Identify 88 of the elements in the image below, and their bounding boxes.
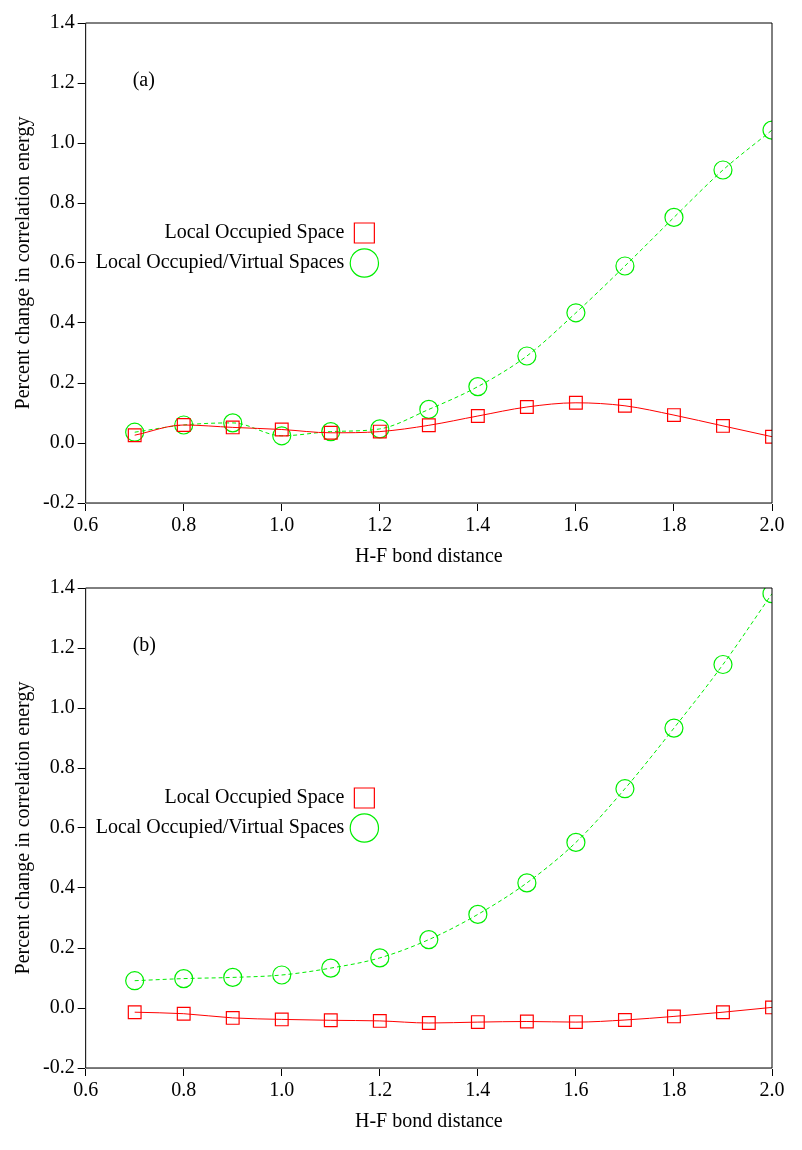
x-tick-label: 2.0 [759, 1078, 785, 1101]
point [666, 408, 681, 423]
point [370, 419, 390, 439]
y-tick-label: 0.2 [49, 370, 75, 393]
y-tick-label: 0.8 [49, 755, 75, 778]
point [419, 399, 439, 419]
y-tick-label: 1.0 [49, 130, 75, 153]
x-tick-label: 1.8 [661, 1078, 687, 1101]
point [666, 1009, 681, 1024]
point [519, 1014, 534, 1029]
point [321, 958, 341, 978]
point [664, 207, 684, 227]
point [272, 426, 292, 446]
point [127, 1005, 142, 1020]
x-tick-label: 1.0 [269, 513, 295, 536]
point [664, 718, 684, 738]
y-tick-label: 1.0 [49, 695, 75, 718]
point [713, 160, 733, 180]
x-tick-label: 0.8 [171, 1078, 197, 1101]
annotation: (a) [132, 68, 155, 92]
point [519, 400, 534, 414]
y-tick-label: 0.0 [49, 430, 75, 453]
legend-label: Local Occupied Space [164, 785, 345, 809]
x-axis-title: H-F bond distance [354, 544, 503, 567]
point [617, 398, 632, 413]
x-tick-label: 0.8 [171, 513, 197, 536]
point [176, 1006, 191, 1021]
point [272, 965, 292, 985]
y-tick-label: 0.6 [49, 815, 75, 838]
point [274, 1012, 289, 1027]
y-tick-label: -0.2 [42, 490, 75, 513]
x-tick-label: 1.0 [269, 1078, 295, 1101]
annotation: (b) [132, 633, 156, 657]
y-axis-title: Percent change in correlation energy [11, 116, 35, 410]
y-tick-label: 0.0 [49, 995, 75, 1018]
point [468, 377, 488, 397]
point [517, 873, 537, 893]
point [470, 1015, 485, 1030]
point [223, 413, 243, 433]
x-tick-label: 1.4 [465, 1078, 491, 1101]
x-axis-title: H-F bond distance [354, 1109, 503, 1132]
legend-label: Local Occupied/Virtual Spaces [95, 250, 345, 274]
y-tick-label: 1.4 [49, 10, 75, 33]
y-tick-label: 1.4 [49, 575, 75, 598]
point [372, 1013, 387, 1028]
point [225, 1010, 240, 1025]
point [517, 346, 537, 366]
y-axis-title: Percent change in correlation energy [11, 681, 35, 975]
point [468, 904, 488, 924]
point [125, 422, 145, 442]
x-tick-label: 0.6 [73, 513, 99, 536]
legend-label: Local Occupied Space [164, 220, 345, 244]
point [125, 971, 145, 991]
legend-label: Local Occupied/Virtual Spaces [95, 815, 345, 839]
point [566, 303, 586, 323]
point [615, 779, 635, 799]
point [568, 395, 583, 410]
x-tick-label: 1.4 [465, 513, 491, 536]
y-tick-label: 0.2 [49, 935, 75, 958]
x-tick-label: 1.6 [563, 513, 589, 536]
point [568, 1015, 583, 1030]
x-tick-label: 1.2 [367, 513, 393, 536]
x-tick-label: 1.2 [367, 1078, 393, 1101]
point [421, 418, 436, 433]
point [716, 1005, 730, 1020]
point [716, 418, 730, 433]
y-tick-label: 0.4 [49, 875, 75, 898]
point [615, 256, 635, 276]
y-tick-label: 1.2 [49, 635, 75, 658]
point [617, 1013, 632, 1027]
point [323, 1013, 338, 1028]
point [223, 967, 243, 987]
y-tick-label: 0.4 [49, 310, 75, 333]
point [713, 654, 733, 675]
point [419, 930, 439, 950]
x-tick-label: 0.6 [73, 1078, 99, 1101]
y-tick-label: 0.8 [49, 190, 75, 213]
y-tick-label: 1.2 [49, 70, 75, 93]
point [566, 832, 586, 852]
x-tick-label: 1.6 [563, 1078, 589, 1101]
point [370, 948, 390, 968]
point [174, 969, 194, 989]
point [470, 409, 485, 423]
y-tick-label: 0.6 [49, 250, 75, 273]
x-tick-label: 2.0 [759, 513, 785, 536]
x-tick-label: 1.8 [661, 513, 687, 536]
y-tick-label: -0.2 [42, 1055, 75, 1078]
point [421, 1016, 436, 1030]
